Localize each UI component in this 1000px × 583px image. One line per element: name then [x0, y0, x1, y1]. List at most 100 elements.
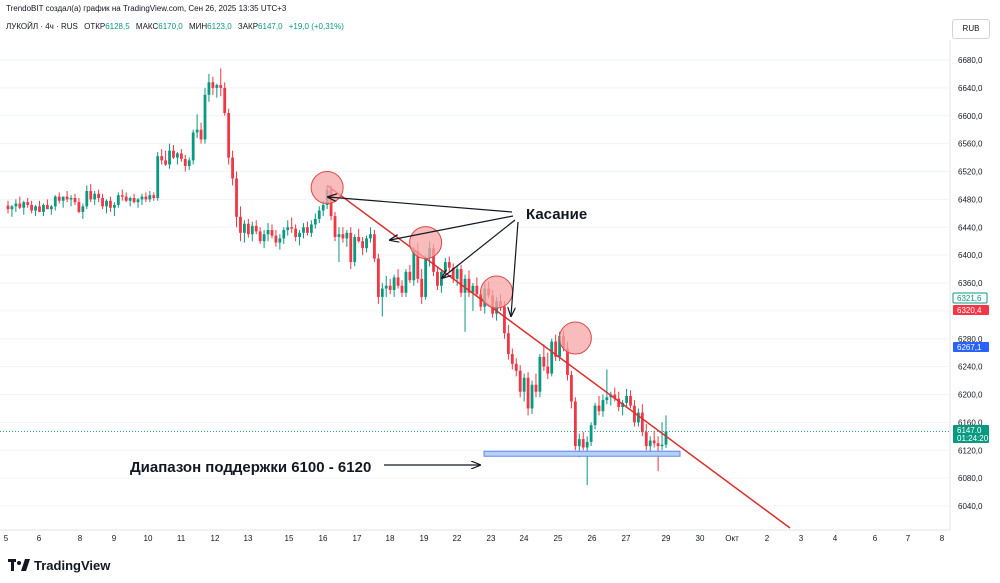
y-tick-label: 6080,0 [958, 474, 983, 483]
candle [506, 324, 510, 360]
candle [420, 269, 424, 304]
candle [652, 430, 656, 448]
candle [160, 149, 164, 165]
candle [621, 400, 625, 416]
x-tick-label: 9 [112, 534, 117, 543]
candle [400, 280, 404, 297]
low-value: 6123,0 [207, 22, 232, 31]
candle [278, 234, 282, 250]
candle [306, 221, 309, 236]
candle [341, 227, 345, 243]
candle [258, 227, 262, 244]
x-tick-label: 5 [4, 534, 9, 543]
high-label: МАКС [135, 22, 159, 31]
candle [373, 230, 376, 263]
candle [353, 234, 357, 267]
y-tick-label: 6280,0 [958, 335, 983, 344]
candle [365, 235, 368, 253]
candle [357, 228, 361, 243]
low-label: МИН [188, 22, 208, 31]
candle [274, 230, 278, 247]
y-tick-label: 6480,0 [958, 195, 983, 204]
candle [42, 203, 45, 217]
chart-header: TrendoBIT создал(а) график на TradingVie… [6, 4, 287, 13]
x-tick-label: 19 [420, 534, 429, 543]
x-tick-label: 23 [487, 534, 496, 543]
candle [38, 200, 41, 212]
y-tick-label: 6560,0 [958, 140, 983, 149]
candle [447, 256, 451, 272]
candle [231, 150, 234, 186]
candle [148, 191, 152, 203]
candle [270, 224, 274, 239]
candle [510, 348, 514, 370]
x-tick-label: 30 [696, 534, 705, 543]
candle [298, 230, 301, 246]
candle [408, 264, 412, 283]
symbol-label[interactable]: ЛУКОЙЛ · 4ч · RUS [6, 22, 78, 31]
candle [503, 301, 506, 339]
candle [286, 220, 290, 236]
candle [522, 373, 526, 402]
candle [65, 191, 69, 203]
candle [640, 404, 644, 437]
candle [538, 354, 542, 398]
candle [18, 196, 22, 210]
candle [6, 200, 10, 214]
x-tick-label: 8 [78, 534, 83, 543]
candle [404, 269, 408, 297]
candle [396, 269, 400, 289]
candle [49, 204, 53, 215]
touch-arrow [390, 215, 514, 240]
time-axis[interactable]: 5 6 8 9 10 11 12 13 15 16 17 18 19 22 23 24 25 26 27 29 30 Ок… [4, 534, 945, 543]
currency-button[interactable]: RUB [952, 19, 990, 39]
y-tick-label: 6120,0 [958, 446, 983, 455]
y-tick-label: 6040,0 [958, 502, 983, 511]
price-axis-label: 6147,0 [953, 425, 989, 435]
candle [97, 189, 101, 203]
candle [526, 372, 530, 416]
candle [376, 253, 380, 304]
x-tick-label: 25 [554, 534, 563, 543]
x-tick-label: 22 [453, 534, 462, 543]
y-tick-label: 6360,0 [958, 279, 983, 288]
candle [14, 199, 18, 212]
svg-text:6147,0: 6147,0 [957, 426, 982, 435]
candle [573, 397, 577, 451]
support-annotation: Диапазон поддержки 6100 - 6120 [130, 459, 371, 476]
x-tick-label: 29 [662, 534, 671, 543]
tradingview-logo-icon [8, 559, 30, 571]
ohlc-legend: ЛУКОЙЛ · 4ч · RUS ОТКР6128,5 МАКС6170,0 … [6, 22, 344, 31]
candle [309, 220, 313, 238]
annotations: Касание Диапазон поддержки 6100 - 6120 [0, 171, 950, 529]
price-axis[interactable]: 6680,0 6640,0 6600,0 6560,0 6520,0 6480,0 6440… [958, 56, 983, 511]
candle [152, 192, 156, 201]
x-tick-label: 24 [520, 534, 529, 543]
candle [463, 274, 467, 332]
candle [10, 204, 14, 217]
y-tick-label: 6680,0 [958, 56, 983, 65]
candle [235, 171, 238, 228]
y-tick-label: 6160,0 [958, 418, 983, 427]
candle [254, 220, 258, 235]
candle [207, 73, 211, 102]
candle [144, 192, 148, 203]
candle [132, 193, 136, 204]
touch-arrow [511, 221, 519, 316]
candle [290, 217, 294, 233]
candle [26, 197, 30, 208]
close-label: ЗАКР [237, 22, 259, 31]
candle [459, 264, 463, 297]
x-tick-label: 26 [588, 534, 597, 543]
candle [648, 436, 652, 454]
candle [172, 145, 175, 159]
candle [282, 227, 286, 244]
candle [22, 200, 26, 215]
candle [388, 278, 392, 295]
candle [77, 197, 81, 214]
candle [530, 380, 534, 415]
tradingview-logo[interactable]: TradingView [8, 555, 110, 575]
candle [471, 283, 475, 311]
price-axis-label: 6320,4 [953, 305, 989, 315]
